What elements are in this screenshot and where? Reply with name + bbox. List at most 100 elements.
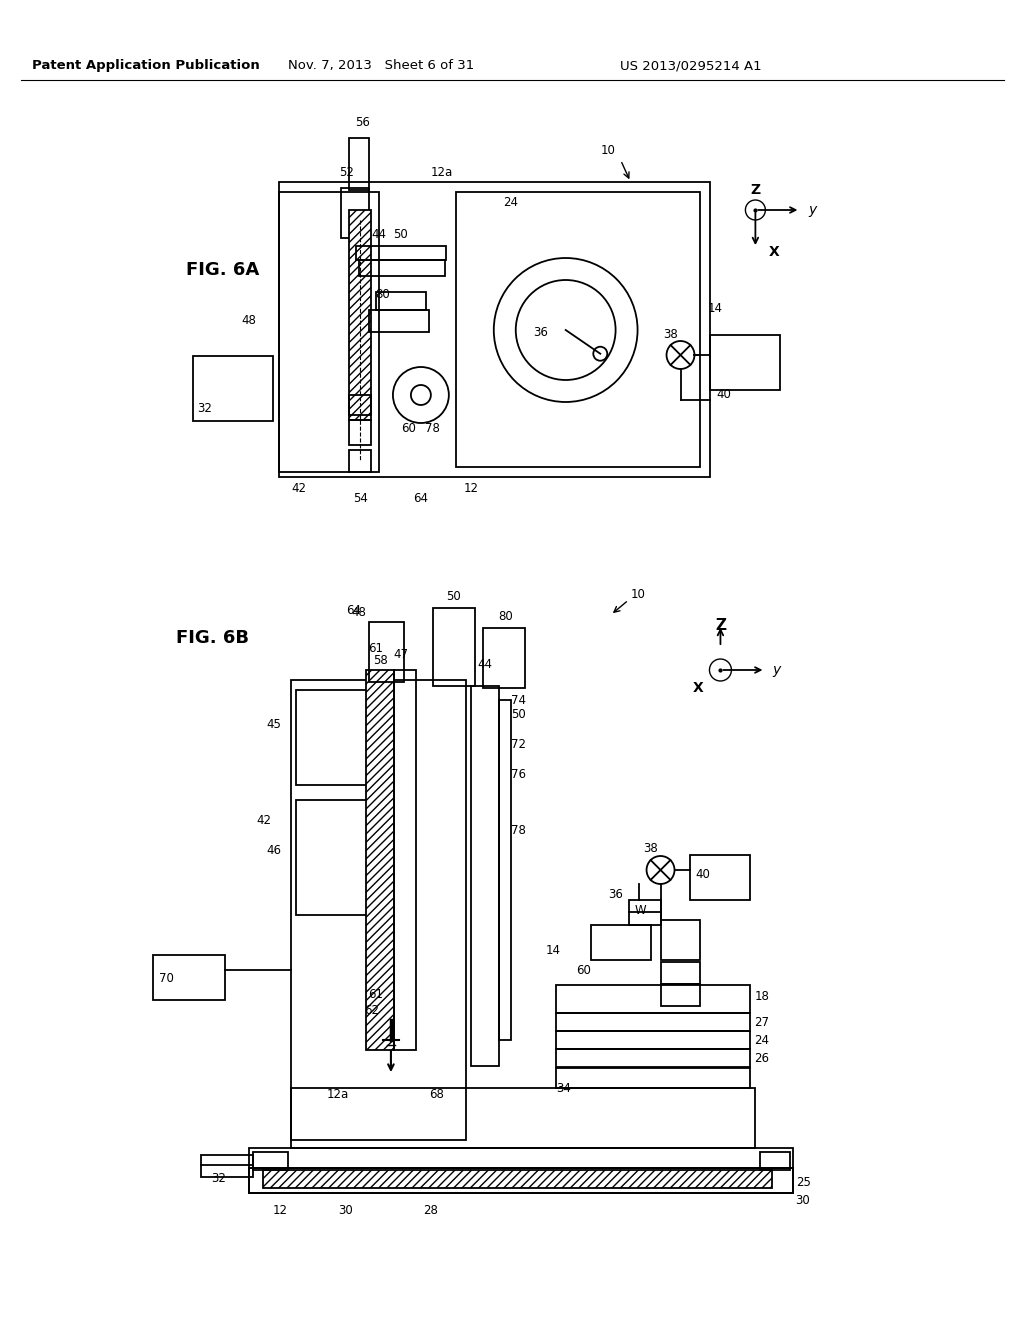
Text: 44: 44 (372, 228, 386, 242)
Text: 78: 78 (511, 824, 525, 837)
Text: 50: 50 (446, 590, 461, 602)
Bar (349, 420, 371, 445)
Bar (280, 182, 711, 477)
Text: 61: 61 (369, 642, 383, 655)
Text: 42: 42 (291, 482, 306, 495)
Text: 76: 76 (511, 768, 525, 781)
Text: 34: 34 (556, 1081, 570, 1094)
Bar (394, 671, 416, 1049)
Text: 80: 80 (499, 610, 513, 623)
Text: 28: 28 (424, 1204, 438, 1217)
Bar (296, 800, 386, 915)
Bar (660, 920, 700, 960)
Text: 78: 78 (425, 421, 440, 434)
Text: 36: 36 (607, 888, 623, 902)
Text: 40: 40 (717, 388, 731, 401)
Text: 80: 80 (376, 289, 390, 301)
Bar (349, 210, 371, 420)
Bar (591, 925, 650, 960)
Text: 52: 52 (339, 166, 354, 180)
Text: 70: 70 (160, 972, 174, 985)
Text: 12a: 12a (431, 166, 454, 180)
Bar (629, 900, 660, 925)
Bar (556, 1031, 751, 1049)
Text: US 2013/0295214 A1: US 2013/0295214 A1 (620, 59, 761, 73)
Text: Patent Application Publication: Patent Application Publication (33, 59, 260, 73)
Text: 26: 26 (755, 1052, 769, 1065)
Text: 72: 72 (511, 738, 525, 751)
Text: Nov. 7, 2013   Sheet 6 of 31: Nov. 7, 2013 Sheet 6 of 31 (288, 59, 474, 73)
Text: 61: 61 (369, 989, 383, 1002)
Text: 64: 64 (346, 603, 361, 616)
Bar (349, 139, 369, 190)
Text: W: W (635, 903, 646, 916)
Bar (341, 187, 369, 238)
Bar (433, 609, 475, 686)
Text: 18: 18 (755, 990, 769, 1003)
Bar (556, 985, 751, 1012)
Bar (660, 983, 700, 1006)
Text: 40: 40 (695, 869, 711, 882)
Bar (154, 954, 225, 1001)
Text: 32: 32 (198, 401, 212, 414)
Text: 56: 56 (355, 116, 371, 129)
Bar (296, 690, 386, 785)
Text: 32: 32 (211, 1172, 226, 1184)
Bar (556, 1049, 751, 1067)
Bar (291, 1088, 756, 1148)
Text: Z: Z (751, 183, 761, 197)
Text: y: y (808, 203, 816, 216)
Text: 12: 12 (463, 482, 478, 495)
Bar (761, 1152, 791, 1170)
Text: 50: 50 (511, 708, 525, 721)
Text: 24: 24 (503, 197, 518, 210)
Bar (201, 1155, 253, 1177)
Bar (249, 1168, 794, 1193)
Bar (366, 671, 394, 1049)
Text: 38: 38 (664, 327, 678, 341)
Text: 60: 60 (401, 421, 417, 434)
Bar (369, 310, 429, 333)
Text: 50: 50 (393, 228, 409, 242)
Text: X: X (692, 681, 703, 696)
Bar (194, 356, 273, 421)
Bar (456, 191, 700, 467)
Text: 30: 30 (796, 1193, 810, 1206)
Text: 14: 14 (708, 301, 723, 314)
Text: Z: Z (715, 618, 726, 632)
Text: 10: 10 (631, 589, 645, 602)
Text: 42: 42 (256, 813, 271, 826)
Text: 54: 54 (353, 491, 369, 504)
Text: 12: 12 (273, 1204, 288, 1217)
Bar (690, 855, 751, 900)
Text: 25: 25 (797, 1176, 811, 1188)
Text: 45: 45 (266, 718, 282, 731)
Text: 47: 47 (393, 648, 409, 661)
Text: 60: 60 (575, 964, 591, 977)
Bar (499, 700, 511, 1040)
Text: 30: 30 (339, 1204, 353, 1217)
Text: FIG. 6A: FIG. 6A (186, 261, 259, 279)
Text: 10: 10 (601, 144, 615, 157)
Text: 38: 38 (643, 842, 658, 854)
Text: 74: 74 (511, 693, 525, 706)
Bar (711, 335, 780, 389)
Text: 64: 64 (414, 491, 428, 504)
Text: X: X (768, 246, 779, 259)
Text: 62: 62 (364, 1003, 379, 1016)
Bar (556, 1068, 751, 1088)
Bar (356, 246, 445, 260)
Text: 58: 58 (373, 653, 388, 667)
Bar (349, 450, 371, 473)
Bar (471, 686, 499, 1067)
Bar (280, 191, 379, 473)
Text: 44: 44 (477, 659, 493, 672)
Bar (482, 628, 524, 688)
Bar (291, 680, 466, 1140)
Text: 68: 68 (429, 1088, 443, 1101)
Bar (253, 1152, 288, 1170)
Text: 24: 24 (755, 1035, 769, 1048)
Text: FIG. 6B: FIG. 6B (176, 630, 249, 647)
Text: 48: 48 (242, 314, 256, 326)
Text: y: y (772, 663, 780, 677)
